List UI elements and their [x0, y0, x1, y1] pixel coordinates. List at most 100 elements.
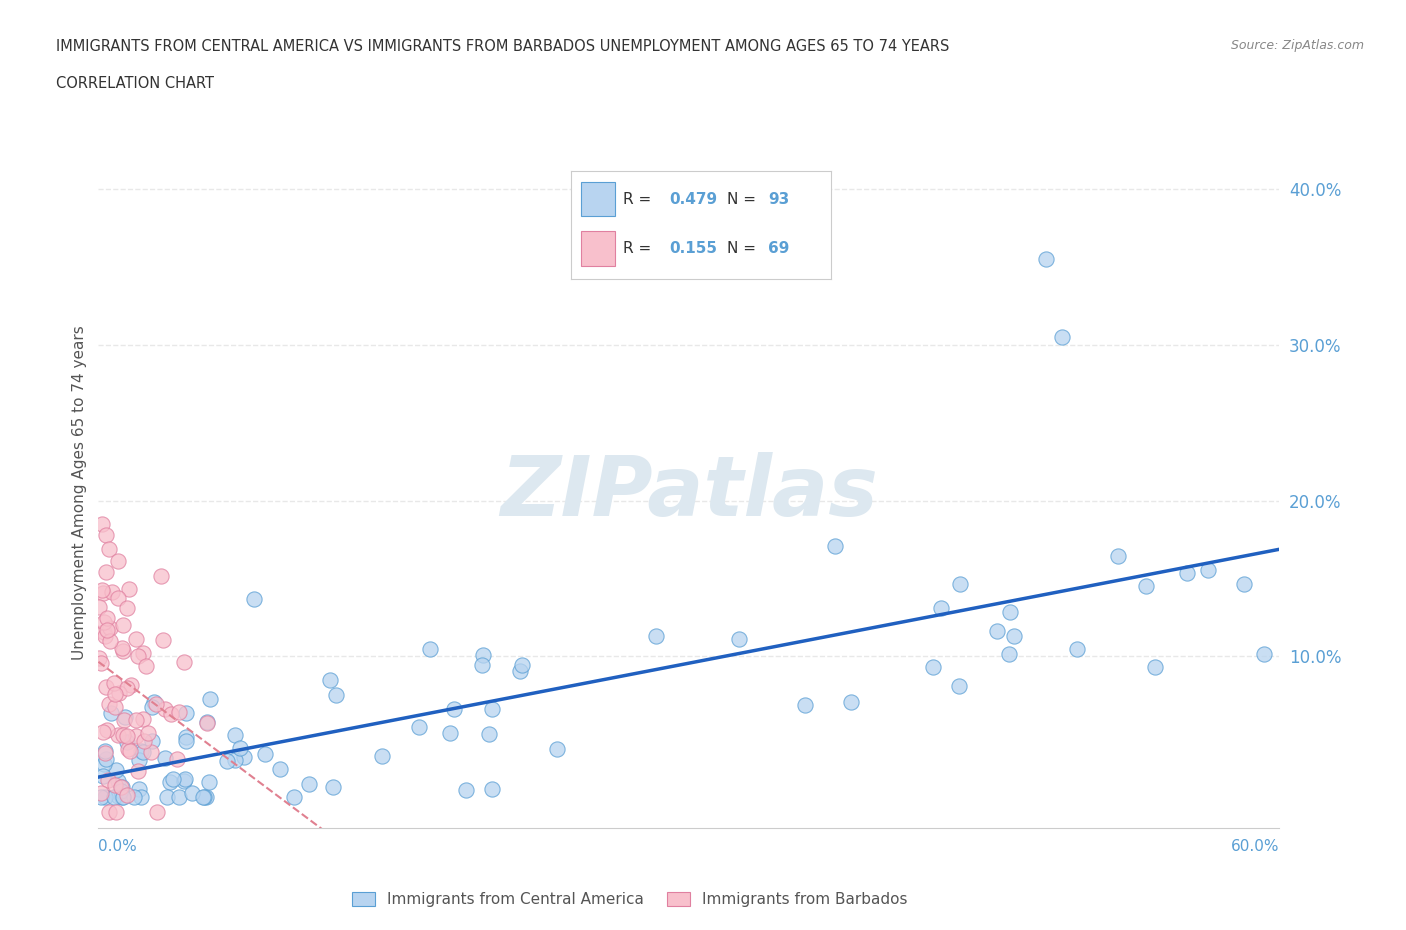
Point [176, 729, 198, 744]
Point [228, 740, 250, 755]
Point [97, 773, 120, 788]
Point [408, 719, 430, 734]
Point [98, 621, 121, 636]
Point [96, 622, 118, 637]
Point [104, 804, 127, 819]
Point [174, 706, 197, 721]
Point [103, 790, 125, 804]
Point [105, 763, 128, 777]
Point [180, 786, 202, 801]
Point [145, 697, 167, 711]
Text: 69: 69 [768, 241, 790, 256]
Point [132, 734, 155, 749]
Text: IMMIGRANTS FROM CENTRAL AMERICA VS IMMIGRANTS FROM BARBADOS UNEMPLOYMENT AMONG A: IMMIGRANTS FROM CENTRAL AMERICA VS IMMIG… [56, 39, 949, 54]
Point [195, 715, 218, 730]
Text: CORRELATION CHART: CORRELATION CHART [56, 76, 214, 91]
Text: N =: N = [727, 241, 761, 256]
Point [419, 642, 441, 657]
Point [1144, 660, 1167, 675]
Point [232, 750, 254, 764]
Point [481, 781, 503, 796]
Point [107, 773, 129, 788]
Point [1107, 549, 1129, 564]
Point [120, 677, 142, 692]
Point [195, 790, 218, 804]
Point [93, 624, 115, 639]
Point [986, 623, 1008, 638]
Point [135, 658, 157, 673]
Point [824, 538, 846, 553]
Point [443, 701, 465, 716]
Point [173, 654, 195, 669]
Point [103, 675, 125, 690]
Text: R =: R = [623, 241, 657, 256]
Point [141, 699, 163, 714]
Point [129, 743, 152, 758]
Point [115, 735, 138, 750]
Point [104, 777, 127, 792]
Point [127, 764, 149, 778]
Point [728, 631, 751, 646]
Point [136, 726, 159, 741]
Point [998, 646, 1021, 661]
Text: Source: ZipAtlas.com: Source: ZipAtlas.com [1230, 39, 1364, 52]
Point [110, 784, 132, 799]
Point [94, 790, 117, 804]
Point [90, 656, 112, 671]
Point [841, 695, 863, 710]
Point [107, 727, 129, 742]
Text: 60.0%: 60.0% [1232, 839, 1279, 854]
Point [115, 787, 138, 802]
Point [90, 790, 112, 804]
Y-axis label: Unemployment Among Ages 65 to 74 years: Unemployment Among Ages 65 to 74 years [72, 326, 87, 660]
Point [115, 681, 138, 696]
Point [1050, 330, 1073, 345]
Point [91, 516, 114, 531]
Legend: Immigrants from Central America, Immigrants from Barbados: Immigrants from Central America, Immigra… [352, 892, 908, 907]
Point [141, 734, 163, 749]
Point [131, 744, 153, 759]
Point [167, 790, 190, 804]
Point [98, 633, 121, 648]
Point [922, 659, 945, 674]
Point [122, 790, 145, 804]
Point [215, 753, 238, 768]
Point [1232, 577, 1254, 591]
Point [153, 701, 176, 716]
Text: 93: 93 [768, 192, 790, 206]
Point [128, 752, 150, 767]
Point [111, 790, 134, 804]
Point [174, 772, 197, 787]
Point [94, 743, 117, 758]
Point [96, 527, 118, 542]
Point [107, 553, 129, 568]
Point [478, 727, 501, 742]
Point [253, 747, 276, 762]
Point [115, 601, 138, 616]
Text: ZIPatlas: ZIPatlas [501, 452, 877, 534]
Point [87, 651, 110, 666]
Point [191, 790, 214, 804]
Point [149, 568, 172, 583]
Text: R =: R = [623, 192, 657, 206]
Point [546, 742, 568, 757]
Point [325, 687, 347, 702]
Point [93, 756, 115, 771]
Point [167, 704, 190, 719]
Point [115, 728, 138, 743]
Point [1175, 565, 1198, 580]
Point [104, 686, 127, 701]
Point [91, 585, 114, 600]
Point [96, 751, 118, 766]
Point [87, 600, 110, 615]
Point [97, 697, 120, 711]
Point [224, 727, 246, 742]
Point [156, 790, 179, 804]
Text: 0.0%: 0.0% [98, 839, 138, 854]
Point [104, 699, 127, 714]
Point [120, 743, 142, 758]
Point [160, 707, 183, 722]
Point [152, 632, 174, 647]
Point [173, 774, 195, 789]
Point [471, 658, 494, 672]
